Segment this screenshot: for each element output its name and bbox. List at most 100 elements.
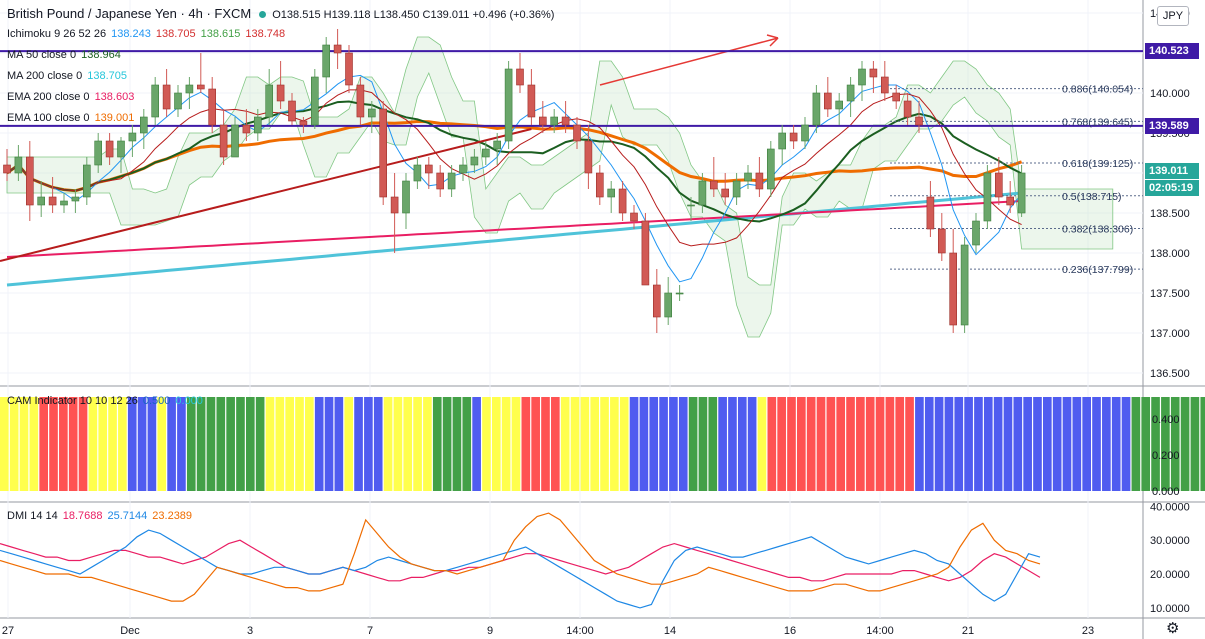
indicator-value: 138.705 <box>87 70 127 82</box>
cam-legend-value-2: 0.000 <box>175 395 203 407</box>
indicator-value: 138.603 <box>94 91 135 103</box>
cam-bar <box>29 397 39 491</box>
cam-bar <box>1033 397 1042 491</box>
cam-bar <box>324 397 334 491</box>
cam-bar <box>669 397 678 491</box>
cam-bar <box>954 397 964 491</box>
currency-button[interactable]: JPY <box>1157 6 1189 26</box>
price-tick-label: 137.500 <box>1150 288 1190 300</box>
cam-bar <box>1013 397 1023 491</box>
cam-bar <box>639 397 649 491</box>
candle-body <box>880 76 889 94</box>
cam-bar <box>1161 397 1170 491</box>
dmi-tick-label: 20.0000 <box>1150 569 1190 581</box>
candle-body <box>618 188 627 214</box>
cam-legend-value-1: 0.500 <box>142 395 171 407</box>
trend-line <box>0 128 532 262</box>
cam-bar <box>265 397 275 491</box>
cam-legend-label: CAM Indicator 10 10 12 26 <box>7 395 138 407</box>
cam-bar <box>334 397 344 491</box>
dmi-lines <box>0 512 1041 609</box>
cam-bar <box>1102 397 1111 491</box>
price-tag: 139.011 <box>1145 163 1199 180</box>
cam-bar <box>255 397 265 491</box>
cam-bar <box>659 397 668 491</box>
cam-bar <box>1170 397 1180 491</box>
cam-bar <box>59 397 68 491</box>
horizontal-levels[interactable] <box>0 50 1143 127</box>
cam-bar <box>737 397 747 491</box>
cam-bar <box>1180 397 1190 491</box>
candle-body <box>709 180 718 190</box>
cam-bar <box>245 397 255 491</box>
candle-body <box>14 156 23 174</box>
cam-bar <box>570 397 580 491</box>
cam-bar <box>541 397 550 491</box>
cam-bar <box>905 397 914 491</box>
time-axis[interactable]: 27 Dec 3 7 9 14:00 14 16 14:00 21 23 <box>2 625 1094 637</box>
candle-body <box>470 156 479 166</box>
cam-bar <box>885 397 895 491</box>
price-axis[interactable]: 141.000140.500140.000139.500139.000138.5… <box>1150 8 1190 615</box>
cam-bar <box>0 397 9 491</box>
candle-body <box>960 244 969 326</box>
settings-gear-icon[interactable]: ⚙ <box>1166 620 1180 637</box>
indicator-legend-row[interactable]: EMA 100 close 0 139.001 <box>7 112 139 124</box>
candle-body <box>208 88 216 126</box>
candle-body <box>994 172 1003 198</box>
fibonacci-retracement[interactable]: 0.886(140.054) 0.768(139.645) 0.618(139.12… <box>890 84 1143 276</box>
fib-level-label: 0.618(139.125) <box>1062 158 1133 170</box>
candle-body <box>3 164 11 174</box>
candle-body <box>151 84 159 118</box>
cam-bar <box>649 397 659 491</box>
cam-legend[interactable]: CAM Indicator 10 10 12 26 0.500 0.000 <box>7 395 208 407</box>
cam-bar <box>560 397 570 491</box>
candle-body <box>288 100 296 122</box>
cam-bar <box>354 397 363 491</box>
cam-bar <box>157 397 167 491</box>
cam-bar <box>718 397 727 491</box>
cam-bar <box>501 397 511 491</box>
cam-bar <box>49 397 58 491</box>
candle-body <box>858 68 866 86</box>
cam-bar <box>482 397 491 491</box>
time-tick-label: 14:00 <box>866 625 894 637</box>
indicator-legend-row[interactable]: Ichimoku 9 26 52 26 138.243 138.705 138.615… <box>7 28 290 40</box>
dmi-legend[interactable]: DMI 14 14 18.7688 25.7144 23.2389 <box>7 510 197 522</box>
cam-bar <box>216 397 226 491</box>
indicator-legend-row[interactable]: MA 50 close 0 138.964 <box>7 49 126 61</box>
time-tick-label: 27 <box>2 625 14 637</box>
candle-body <box>915 116 923 126</box>
cam-bar <box>462 397 472 491</box>
cam-bar <box>511 397 521 491</box>
candle-body <box>128 132 137 142</box>
symbol-title[interactable]: British Pound / Japanese Yen · 4h · FXCM <box>7 6 252 21</box>
candlesticks[interactable] <box>3 29 1026 333</box>
candle-body <box>367 108 376 118</box>
candle-body <box>766 148 775 190</box>
indicator-legend-row[interactable]: EMA 200 close 0 138.603 <box>7 91 139 103</box>
chart-header: British Pound / Japanese Yen · 4h · FXCM… <box>7 6 560 21</box>
indicator-legend-row[interactable]: MA 200 close 0 138.705 <box>7 70 132 82</box>
cam-tick-label: 0.200 <box>1152 450 1180 462</box>
cam-bar <box>68 397 78 491</box>
cam-bar <box>521 397 531 491</box>
indicator-name: EMA 100 close 0 <box>7 112 90 124</box>
candle-body <box>778 132 787 150</box>
fib-level-label: 0.382(138.306) <box>1062 224 1133 236</box>
candle-body <box>231 124 239 158</box>
time-tick-label: 21 <box>962 625 974 637</box>
ma-50-line <box>6 100 1023 223</box>
cam-bar <box>186 397 196 491</box>
price-tag: 02:05:19 <box>1145 180 1199 197</box>
cam-bar <box>403 397 413 491</box>
candle-body <box>664 292 673 318</box>
dmi-tick-label: 10.0000 <box>1150 603 1190 615</box>
candle-body <box>276 84 285 102</box>
candle-body <box>983 172 992 222</box>
cam-bar <box>1072 397 1082 491</box>
candle-body <box>310 76 319 126</box>
candle-body <box>527 84 536 118</box>
candle-body <box>25 156 34 206</box>
